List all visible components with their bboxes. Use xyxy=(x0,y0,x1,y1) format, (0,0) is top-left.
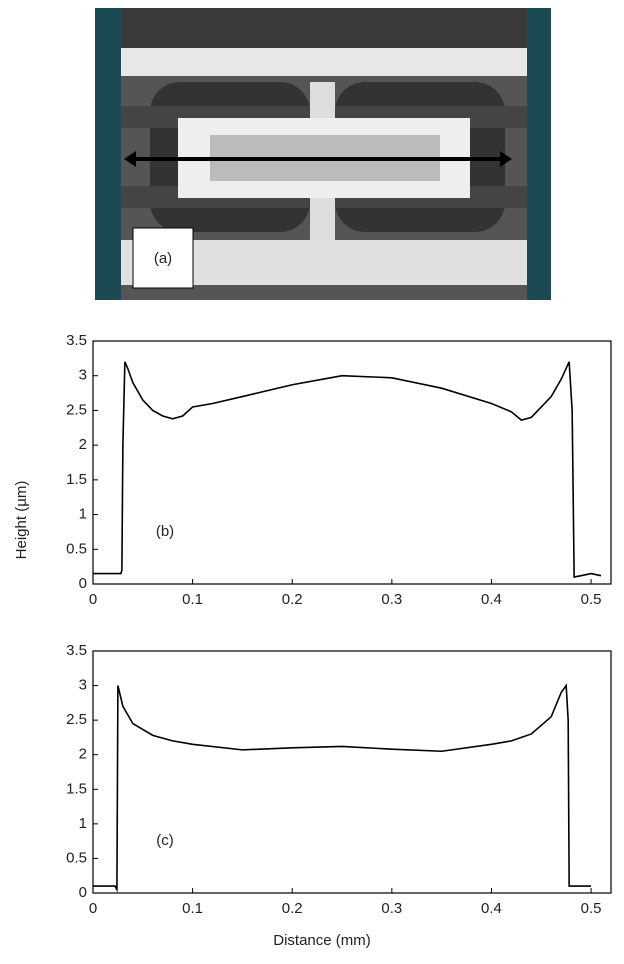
micrograph: (a) xyxy=(95,8,551,300)
y-tick-label: 1 xyxy=(79,506,87,523)
y-tick-label: 2.5 xyxy=(66,711,87,728)
x-tick-label: 0.2 xyxy=(282,591,303,608)
x-tick-label: 0.1 xyxy=(182,591,203,608)
y-tick-label: 2.5 xyxy=(66,401,87,418)
panel-label: (b) xyxy=(156,523,174,540)
y-tick-label: 0.5 xyxy=(66,849,87,866)
x-tick-label: 0.5 xyxy=(581,900,602,917)
y-tick-label: 3.5 xyxy=(66,332,87,349)
y-tick-label: 1 xyxy=(79,815,87,832)
y-tick-label: 1.5 xyxy=(66,471,87,488)
y-tick-label: 3 xyxy=(79,677,87,694)
line xyxy=(93,362,601,577)
x-tick-label: 0.3 xyxy=(381,900,402,917)
y-tick-label: 0 xyxy=(79,575,87,592)
plot-frame xyxy=(93,341,611,584)
x-tick-label: 0.4 xyxy=(481,591,502,608)
figure: (a) 0 0.5 1 1.5 2 2.5 3 3.5 0 0.1 0.2 0.3 0.4 0.5 (b) H… xyxy=(0,0,624,959)
x-tick-label: 0.4 xyxy=(481,900,502,917)
y-tick-label: 0 xyxy=(79,884,87,901)
y-axis-label: Height (µm) xyxy=(13,481,30,560)
panel-label: (a) xyxy=(154,250,172,267)
panel-label: (c) xyxy=(156,832,174,849)
plot-frame xyxy=(93,651,611,893)
y-tick-label: 1.5 xyxy=(66,780,87,797)
y-tick-label: 3.5 xyxy=(66,642,87,659)
y-tick-label: 0.5 xyxy=(66,540,87,557)
y-tick-label: 2 xyxy=(79,436,87,453)
line xyxy=(93,686,591,890)
x-tick-label: 0.3 xyxy=(381,591,402,608)
x-axis-label: Distance (mm) xyxy=(273,932,371,949)
x-tick-label: 0.2 xyxy=(282,900,303,917)
y-tick-label: 3 xyxy=(79,367,87,384)
x-tick-label: 0 xyxy=(89,591,97,608)
y-tick-label: 2 xyxy=(79,746,87,763)
x-tick-label: 0 xyxy=(89,900,97,917)
x-tick-label: 0.5 xyxy=(581,591,602,608)
x-tick-label: 0.1 xyxy=(182,900,203,917)
